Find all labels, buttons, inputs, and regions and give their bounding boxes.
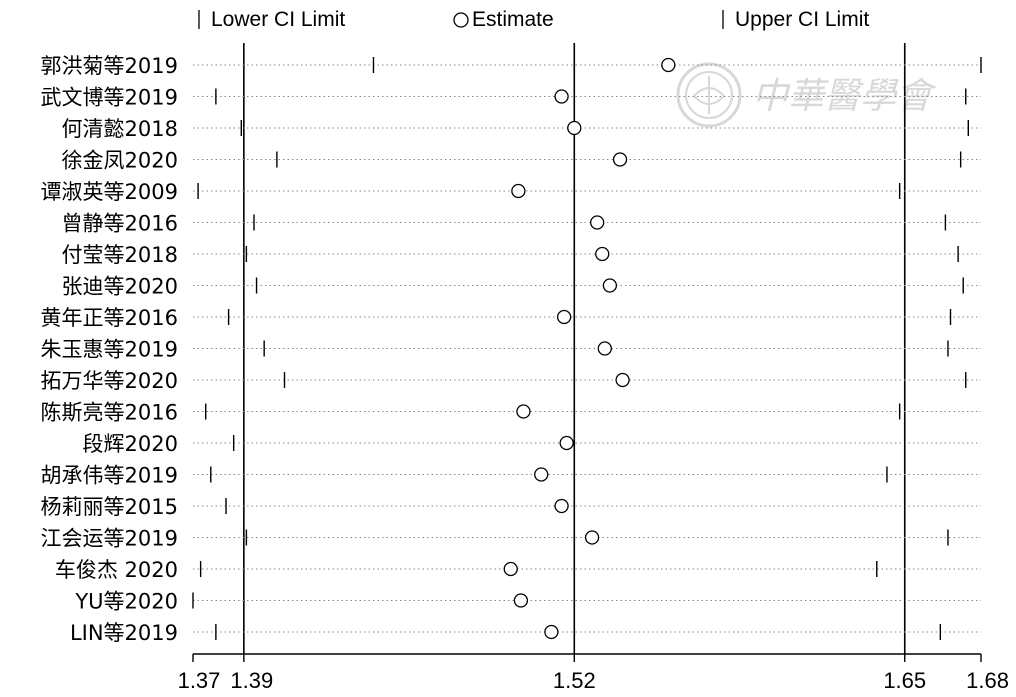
study-label: 付莹等2018 [62,243,178,267]
estimate-point [544,624,559,640]
estimate-point [534,467,549,482]
study-label: 郭洪菊等2019 [41,54,178,78]
estimate-point [595,246,610,262]
study-row: 朱玉惠等2019 [41,338,981,362]
estimate-point [584,530,600,545]
study-row: 武文博等2019 [41,86,981,110]
study-row: 车俊杰 2020 [55,558,981,582]
x-axis: 1.37 1.39 1.52 1.65 1.68 [178,653,1009,693]
legend-upper-label: Upper CI Limit [735,8,869,31]
x-tick-label: 1.52 [553,668,596,693]
legend: Lower CI Limit Estimate Upper CI Limit [198,8,869,31]
study-row: 杨莉丽等2015 [41,495,981,519]
study-label: 曾静等2016 [62,212,178,236]
study-label: 段辉2020 [83,432,178,456]
x-tick-label: 1.68 [966,668,1009,693]
estimate-point [590,215,605,230]
study-label: 徐金凤2020 [62,149,178,173]
study-label: 江会运等2019 [41,527,178,551]
study-row: 徐金凤2020 [62,149,981,173]
study-row: 胡承伟等2019 [41,464,981,488]
study-label: 车俊杰 2020 [55,558,178,582]
study-row: 付莹等2018 [62,243,981,267]
estimate-point [516,404,531,419]
study-label: 陈斯亮等2016 [41,401,178,425]
study-label: YU等2020 [74,590,178,614]
estimate-point [567,120,582,136]
study-label: 朱玉惠等2019 [41,338,178,362]
estimate-point [554,89,569,104]
study-row: 江会运等2019 [41,527,981,551]
study-label: 胡承伟等2019 [41,464,178,488]
x-tick-label: 1.37 [178,668,221,693]
study-label: 黄年正等2016 [41,306,178,330]
study-label: LIN等2019 [70,621,178,645]
study-row: 郭洪菊等2019 [41,54,982,78]
estimate-point [559,435,574,451]
legend-estimate-marker [453,12,469,28]
estimate-point [602,278,618,293]
study-row: 何清懿2018 [62,117,981,141]
study-row: 黄年正等2016 [41,306,981,330]
legend-lower-label: Lower CI Limit [211,8,345,31]
estimate-point [554,498,569,514]
study-label: 拓万华等2020 [41,369,178,393]
estimate-point [503,561,518,577]
study-row: YU等2020 [74,590,981,614]
study-label: 张迪等2020 [62,275,178,299]
estimate-point [612,152,628,167]
study-row: 段辉2020 [83,432,981,456]
estimate-point [556,309,572,325]
study-label: 武文博等2019 [41,86,178,110]
estimate-point [661,57,676,73]
study-rows: 郭洪菊等2019 武文博等2019 何清懿2018 徐金凤2020 谭淑英等2009 曾静… [41,54,982,645]
x-tick-label: 1.65 [883,668,926,693]
seal-logo [676,62,742,128]
watermark: 中華醫學會 [676,62,937,128]
estimate-point [511,183,526,199]
study-row: 曾静等2016 [62,212,981,236]
study-row: 陈斯亮等2016 [41,401,981,425]
study-label: 何清懿2018 [62,117,178,141]
study-row: 张迪等2020 [62,275,981,299]
x-tick-label: 1.39 [230,668,273,693]
study-label: 谭淑英等2009 [41,180,178,204]
study-label: 杨莉丽等2015 [41,495,178,519]
estimate-point [615,372,630,388]
estimate-point [597,341,612,356]
study-row: LIN等2019 [70,621,981,645]
study-row: 谭淑英等2009 [41,180,981,204]
legend-estimate-label: Estimate [472,8,554,31]
estimate-point [513,593,529,608]
study-row: 拓万华等2020 [41,369,981,393]
